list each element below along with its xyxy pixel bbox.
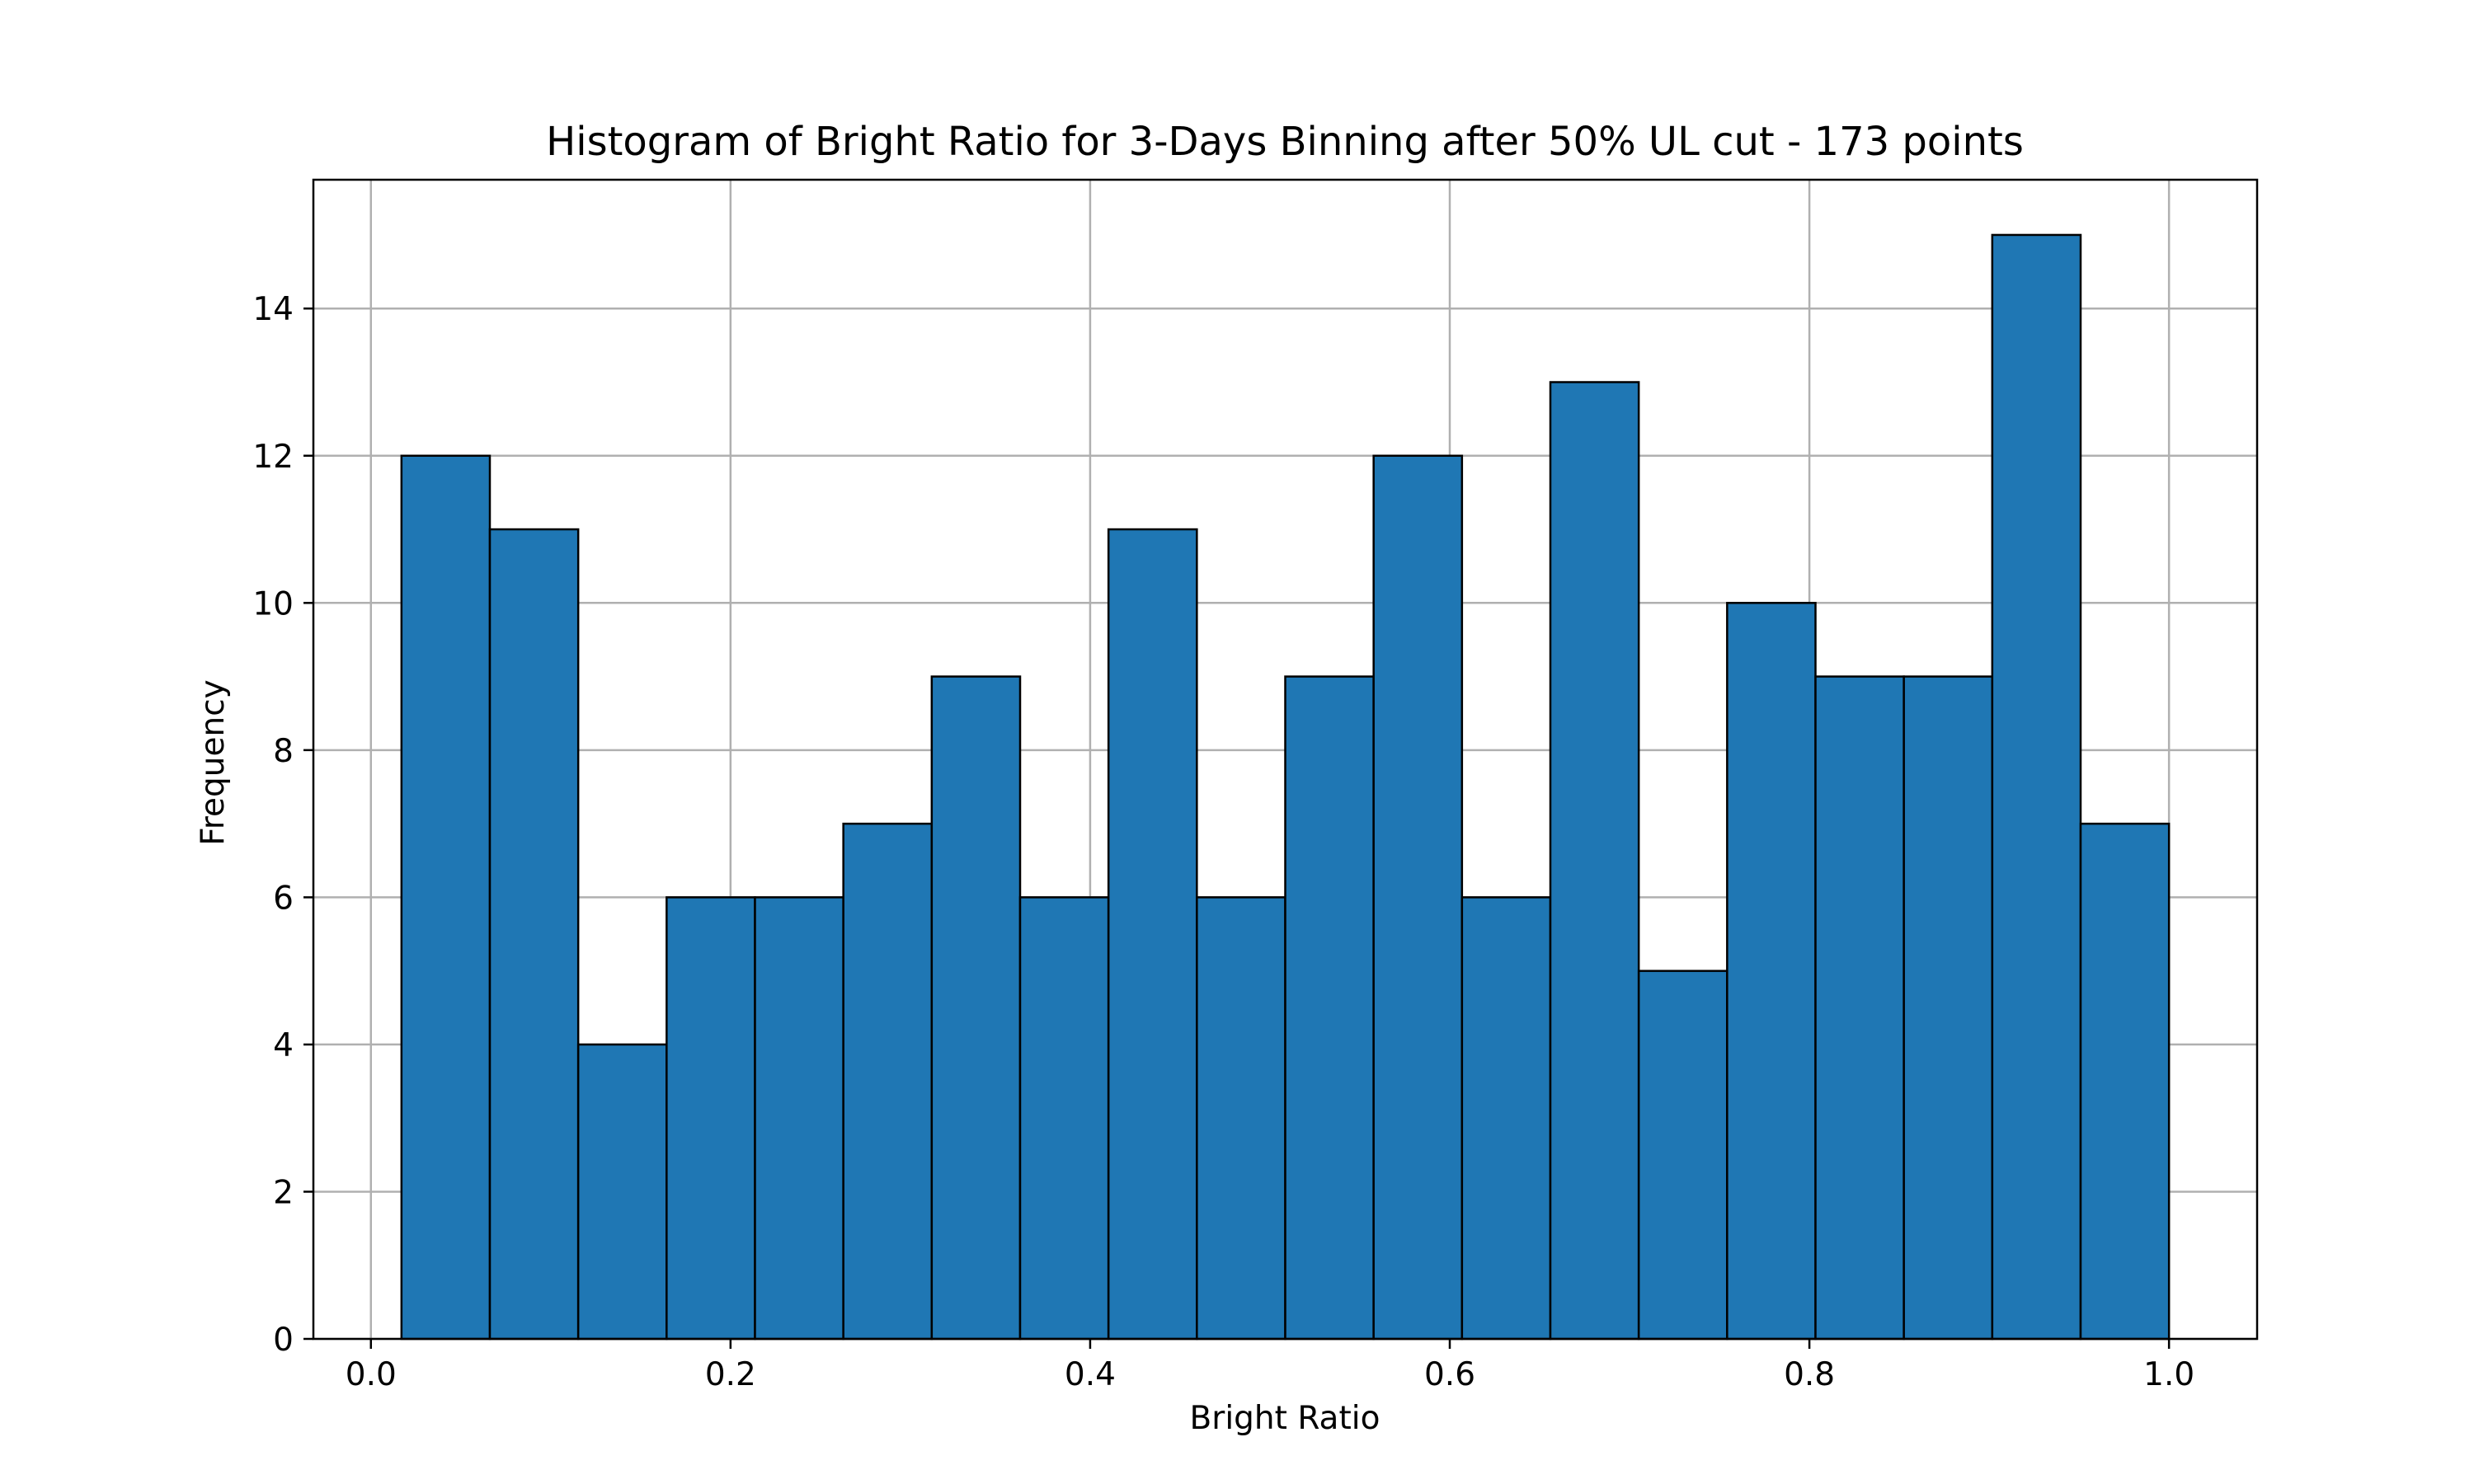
- y-tick-label: 12: [252, 439, 294, 476]
- histogram-bar: [666, 896, 756, 1341]
- x-tick-label: 0.2: [705, 1356, 756, 1393]
- axis-ticks: 0.0 0.2 0.4 0.6 0.8 1.0 0 2 4 6 8 10 12 14: [252, 291, 2194, 1393]
- histogram-bar: [400, 454, 492, 1341]
- histogram-bar: [1107, 528, 1198, 1341]
- y-tick-label: 6: [273, 880, 294, 917]
- histogram-bar: [1018, 896, 1110, 1341]
- axes-frame: [312, 178, 2259, 1341]
- histogram-bar: [1814, 675, 1905, 1341]
- histogram-bar: [576, 1043, 668, 1341]
- y-tick-label: 8: [273, 733, 294, 770]
- x-tick-label: 0.4: [1065, 1356, 1116, 1393]
- y-tick-label: 2: [273, 1174, 294, 1211]
- histogram-bar: [930, 675, 1022, 1341]
- histogram-bar: [1903, 675, 1994, 1341]
- y-axis-label: Frequency: [195, 679, 232, 845]
- histogram-bar: [754, 896, 844, 1341]
- y-tick-label: 14: [252, 291, 294, 328]
- y-tick-label: 4: [273, 1027, 294, 1064]
- x-tick-label: 0.8: [1784, 1356, 1835, 1393]
- x-tick-label: 0.0: [346, 1356, 397, 1393]
- histogram-bar: [1284, 675, 1375, 1341]
- histogram-bars: [400, 233, 2171, 1341]
- y-tick-label: 0: [273, 1322, 294, 1359]
- histogram-bar: [1991, 233, 2082, 1341]
- histogram-bar: [488, 528, 580, 1341]
- histogram-bar: [1196, 896, 1286, 1341]
- histogram-bar: [1549, 381, 1640, 1341]
- histogram-bar: [1460, 896, 1552, 1341]
- histogram-bar: [2079, 822, 2171, 1341]
- x-tick-label: 1.0: [2143, 1356, 2194, 1393]
- histogram-bar: [1726, 602, 1817, 1341]
- chart-title: Histogram of Bright Ratio for 3-Days Bin…: [546, 119, 2024, 165]
- histogram-bar: [1372, 454, 1464, 1341]
- histogram-bar: [1637, 970, 1729, 1341]
- x-tick-label: 0.6: [1424, 1356, 1475, 1393]
- histogram-bar: [842, 822, 934, 1341]
- x-axis-label: Bright Ratio: [1190, 1400, 1380, 1437]
- y-tick-label: 10: [252, 585, 294, 622]
